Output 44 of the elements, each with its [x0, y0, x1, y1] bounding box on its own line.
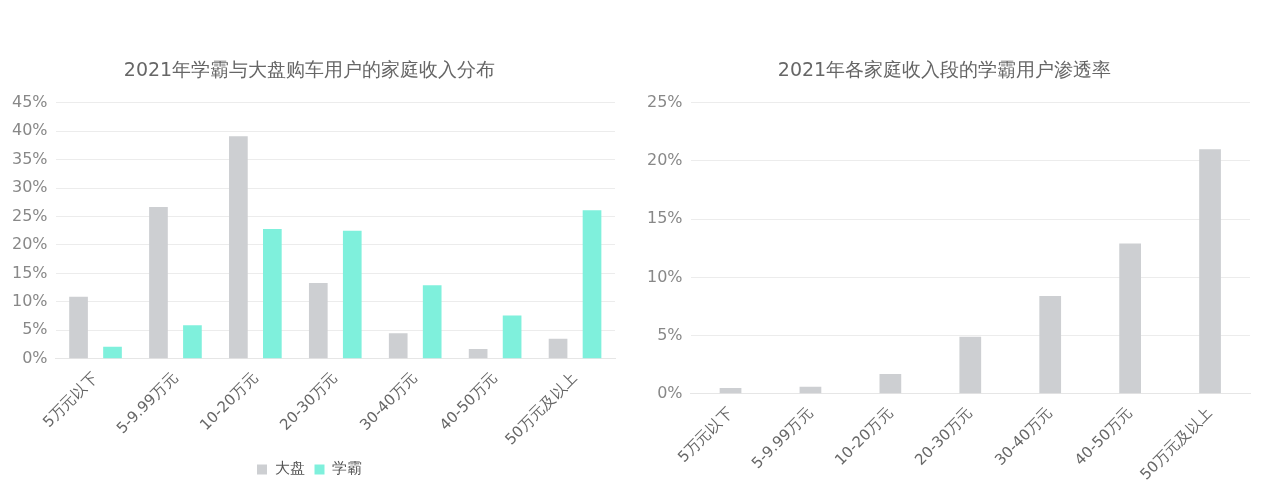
y-tick-label: 25%: [647, 91, 683, 111]
x-tick-label: 50万元及以上: [1136, 403, 1216, 484]
bar: [229, 136, 248, 359]
y-tick-label: 15%: [12, 262, 48, 282]
y-tick-label: 45%: [12, 91, 48, 111]
y-tick-label: 35%: [12, 148, 48, 168]
bar: [502, 315, 522, 359]
bar: [342, 230, 362, 359]
bar: [183, 325, 202, 359]
bar: [1039, 295, 1062, 394]
y-tick-label: 15%: [647, 208, 683, 228]
bar: [1199, 149, 1221, 394]
y-tick-label: 5%: [657, 324, 683, 344]
y-tick-label: 20%: [12, 234, 48, 254]
y-tick-label: 20%: [647, 150, 683, 170]
bar: [149, 206, 168, 359]
bar: [879, 373, 902, 394]
bar: [719, 387, 742, 394]
chart-title: 2021年各家庭收入段的学霸用户渗透率: [777, 58, 1112, 81]
y-tick-label: 0%: [657, 382, 683, 402]
legend-label: 学霸: [332, 459, 362, 478]
y-tick-label: 0%: [22, 347, 48, 367]
legend-label: 大盘: [274, 459, 305, 478]
bar: [582, 210, 602, 359]
y-tick-label: 5%: [22, 319, 48, 339]
x-tick-label: 50万元及以上: [501, 368, 581, 449]
bar: [388, 333, 408, 359]
bar: [468, 349, 488, 359]
chart-title: 2021年学霸与大盘购车用户的家庭收入分布: [123, 58, 496, 81]
y-tick-label: 10%: [12, 291, 48, 311]
x-tick-label: 5万元以下: [674, 403, 737, 466]
y-tick-label: 10%: [647, 266, 683, 286]
bar: [1119, 243, 1141, 394]
bar: [548, 338, 568, 359]
bar: [263, 229, 282, 359]
bar: [103, 346, 122, 359]
y-tick-label: 25%: [12, 205, 48, 225]
x-tick-label: 5万元以下: [39, 368, 102, 431]
y-tick-label: 40%: [12, 120, 48, 140]
bar: [959, 336, 982, 394]
bar: [422, 285, 442, 359]
bar: [308, 283, 328, 359]
bar: [69, 296, 88, 359]
y-tick-label: 30%: [12, 177, 48, 197]
